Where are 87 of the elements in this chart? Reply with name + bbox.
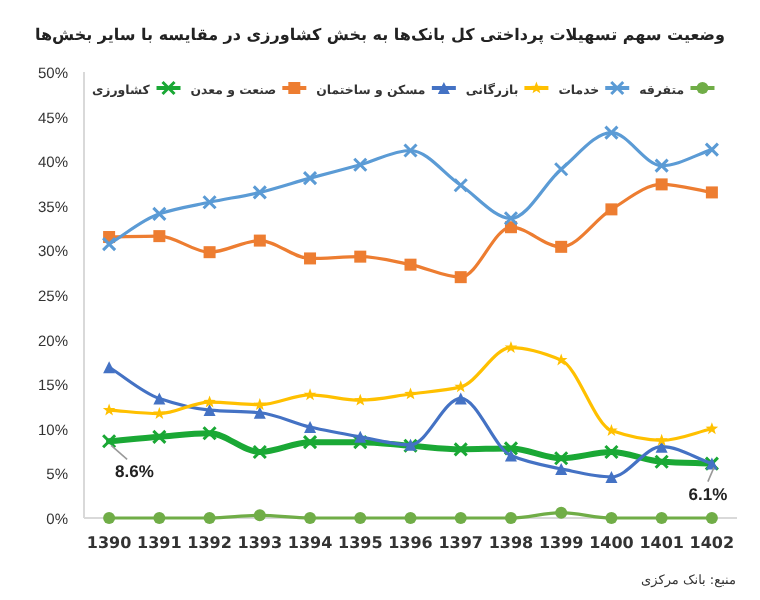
point: [302, 170, 318, 186]
x-tick-label: 1391: [137, 534, 183, 552]
point: [103, 512, 116, 524]
point: [454, 380, 468, 393]
point: [153, 230, 166, 243]
point: [202, 425, 218, 441]
annotation: 6.1%: [688, 483, 729, 504]
point: [101, 433, 117, 449]
x-tick-label: 1395: [338, 534, 384, 552]
point: [503, 210, 519, 226]
point: [404, 512, 417, 524]
point: [555, 240, 568, 253]
x-tick-label: 1396: [388, 534, 434, 552]
point: [504, 512, 517, 524]
x-tick-label: 1390: [86, 534, 133, 552]
point: [704, 142, 720, 158]
point: [304, 421, 317, 434]
x-tick-label: 1397: [438, 534, 483, 552]
point: [655, 433, 668, 446]
x-tick-label: 1393: [237, 534, 283, 552]
point: [453, 177, 469, 193]
point: [555, 462, 568, 475]
point: [102, 403, 116, 416]
point: [454, 392, 467, 405]
x-tick-label: 1401: [639, 534, 685, 552]
x-tick-label: 1398: [488, 534, 535, 552]
point: [203, 404, 216, 417]
point: [605, 203, 618, 216]
point: [153, 512, 166, 524]
point: [605, 470, 618, 483]
point: [252, 184, 268, 200]
point: [705, 512, 718, 524]
point: [603, 125, 619, 141]
point: [253, 234, 266, 247]
point: [101, 236, 117, 252]
point: [151, 206, 167, 222]
point: [555, 506, 568, 519]
point: [404, 258, 417, 271]
point: [605, 423, 618, 436]
point: [705, 186, 718, 199]
point: [403, 143, 418, 158]
point: [603, 444, 619, 460]
point: [303, 388, 317, 401]
point: [354, 250, 367, 263]
point: [252, 444, 268, 460]
point: [554, 353, 568, 366]
point: [352, 434, 368, 450]
point: [253, 398, 267, 411]
point: [705, 422, 719, 435]
point: [654, 158, 670, 174]
point: [605, 512, 618, 524]
point: [354, 512, 367, 524]
point: [304, 512, 317, 524]
point: [655, 178, 668, 191]
point: [203, 395, 216, 408]
point: [553, 450, 569, 466]
x-tick-label: 1394: [287, 534, 334, 552]
point: [503, 440, 519, 456]
point: [103, 361, 116, 374]
point: [655, 512, 668, 524]
point: [253, 406, 266, 419]
point: [504, 341, 518, 353]
point: [353, 393, 367, 406]
point: [304, 252, 317, 265]
point: [203, 246, 216, 259]
x-tick-label: 1402: [689, 534, 735, 552]
x-tick-label: 1400: [589, 534, 635, 552]
x-tick-label: 1392: [187, 534, 232, 552]
point: [352, 157, 368, 173]
chart-title: وضعیت سهم تسهیلات پرداختی کل بانک‌ها به بخش کشاورزی در مقایسه با سایر بخش‌ها: [34, 26, 726, 44]
point: [153, 392, 166, 405]
x-tick-label: 1399: [538, 534, 585, 552]
point: [404, 387, 417, 400]
point: [553, 161, 569, 177]
point: [453, 441, 469, 457]
point: [151, 429, 167, 445]
point: [504, 449, 517, 462]
annotation: 8.6%: [115, 461, 155, 482]
point: [302, 434, 318, 450]
point: [202, 194, 218, 210]
point: [654, 454, 670, 470]
point: [153, 407, 166, 419]
point: [203, 512, 216, 524]
point: [454, 271, 467, 284]
point: [253, 509, 266, 522]
point: [454, 512, 467, 524]
point: [354, 430, 367, 443]
